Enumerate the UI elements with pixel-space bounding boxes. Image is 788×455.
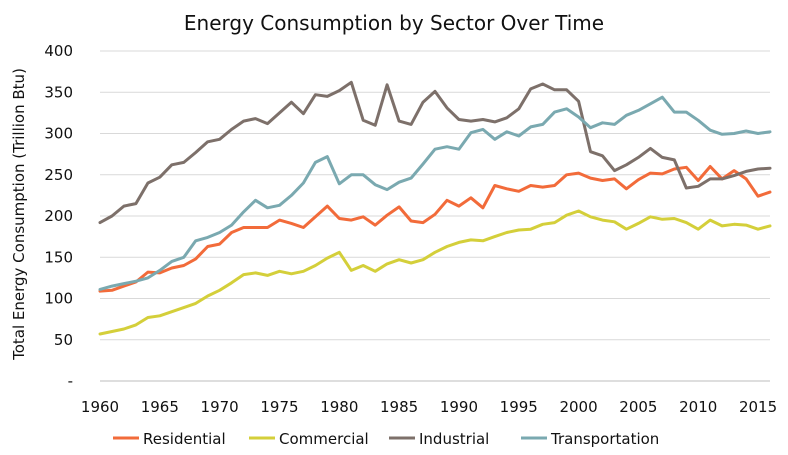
series-line-industrial	[98, 80, 772, 225]
x-tick-label: 1985	[380, 398, 418, 416]
series-line-transportation	[98, 95, 772, 291]
series-line-commercial	[98, 209, 772, 336]
x-tick-label: 1960	[81, 398, 119, 416]
y-tick-label: 400	[44, 42, 73, 60]
chart-title: Energy Consumption by Sector Over Time	[184, 11, 604, 35]
y-tick-labels: - 50 100 150 200 250 300 350 400	[44, 42, 73, 390]
legend-item-industrial: Industrial	[389, 430, 489, 448]
y-tick-label: 200	[44, 207, 73, 225]
legend-label: Residential	[143, 430, 226, 448]
series-line-residential	[98, 165, 772, 293]
legend-item-commercial: Commercial	[249, 430, 369, 448]
x-tick-label: 2010	[679, 398, 717, 416]
x-tick-label: 2000	[559, 398, 597, 416]
y-tick-label: 250	[44, 166, 73, 184]
x-tick-label: 2005	[619, 398, 657, 416]
x-tick-label: 2015	[739, 398, 777, 416]
x-tick-label: 1980	[320, 398, 358, 416]
legend: Residential Commercial Industrial Transport…	[113, 430, 659, 448]
y-tick-label: -	[68, 372, 73, 390]
legend-label: Transportation	[550, 430, 659, 448]
y-tick-label: 100	[44, 290, 73, 308]
series-lines	[98, 80, 772, 336]
y-axis-label: Total Energy Consumption (Trillion Btu)	[10, 68, 28, 361]
x-tick-label: 1990	[440, 398, 478, 416]
legend-item-residential: Residential	[113, 430, 226, 448]
y-tick-label: 150	[44, 248, 73, 266]
legend-label: Industrial	[419, 430, 489, 448]
x-tick-labels: 1960 1965 1970 1975 1980 1985 1990 1995 2000 2005…	[81, 398, 777, 416]
y-tick-label: 300	[44, 125, 73, 143]
gridlines	[100, 50, 770, 341]
x-tick-label: 1970	[201, 398, 239, 416]
x-tick-label: 1965	[141, 398, 179, 416]
y-tick-label: 50	[54, 331, 73, 349]
x-tick-label: 1995	[500, 398, 538, 416]
y-tick-label: 350	[44, 83, 73, 101]
legend-item-transportation: Transportation	[521, 430, 659, 448]
x-tick-label: 1975	[260, 398, 298, 416]
legend-label: Commercial	[279, 430, 369, 448]
